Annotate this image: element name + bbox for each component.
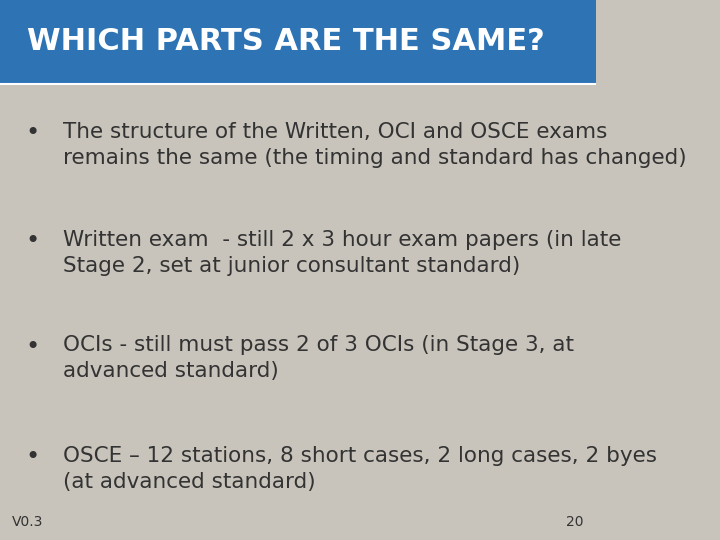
FancyBboxPatch shape	[0, 0, 595, 84]
Text: The structure of the Written, OCI and OSCE exams
remains the same (the timing an: The structure of the Written, OCI and OS…	[63, 122, 686, 168]
Text: OCIs - still must pass 2 of 3 OCIs (in Stage 3, at
advanced standard): OCIs - still must pass 2 of 3 OCIs (in S…	[63, 335, 574, 381]
Text: V0.3: V0.3	[12, 515, 43, 529]
Text: 20: 20	[567, 515, 584, 529]
Text: WHICH PARTS ARE THE SAME?: WHICH PARTS ARE THE SAME?	[27, 28, 544, 56]
Text: •: •	[26, 446, 40, 469]
Text: OSCE – 12 stations, 8 short cases, 2 long cases, 2 byes
(at advanced standard): OSCE – 12 stations, 8 short cases, 2 lon…	[63, 446, 657, 492]
Text: Written exam  - still 2 x 3 hour exam papers (in late
Stage 2, set at junior con: Written exam - still 2 x 3 hour exam pap…	[63, 230, 621, 276]
Text: •: •	[26, 335, 40, 359]
Text: •: •	[26, 122, 40, 145]
Text: •: •	[26, 230, 40, 253]
